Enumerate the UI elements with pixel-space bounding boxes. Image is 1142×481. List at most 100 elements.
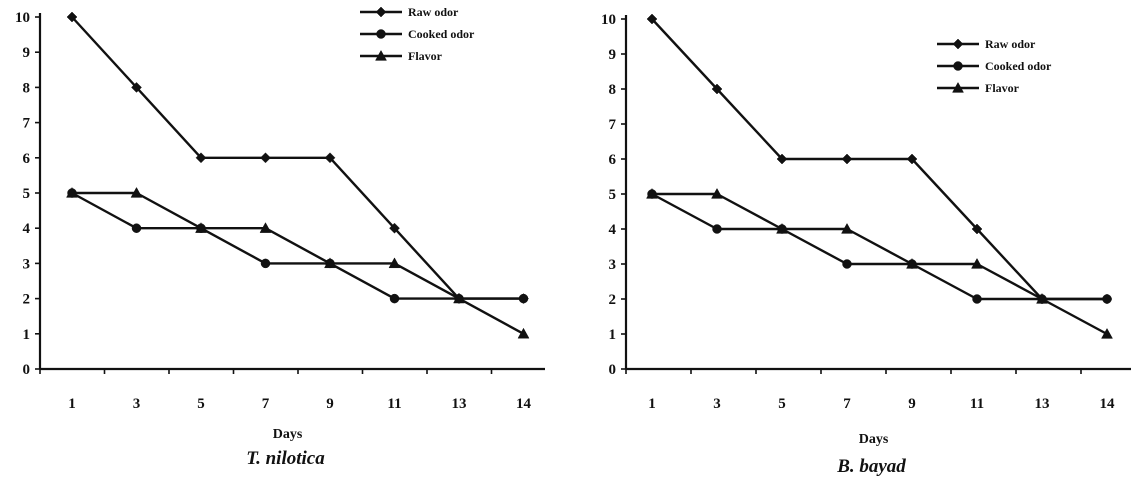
data-point	[646, 187, 658, 199]
y-tick-label: 0	[609, 362, 617, 378]
data-point	[842, 259, 852, 269]
y-tick-label: 1	[23, 327, 31, 343]
legend: Raw odor Cooked odor Flavor	[937, 37, 1052, 95]
data-point	[259, 222, 272, 233]
data-point	[906, 257, 918, 269]
data-point	[776, 153, 788, 165]
x-tick-label: 7	[843, 396, 851, 412]
legend-marker	[375, 6, 387, 18]
y-tick-label: 6	[23, 151, 31, 167]
x-tick-label: 13	[452, 396, 467, 412]
data-point	[131, 82, 142, 93]
series-flavor	[646, 187, 1113, 339]
data-point	[971, 257, 983, 269]
legend: Raw odor Cooked odor Flavor	[360, 5, 475, 63]
x-ticks: 1 3 5 7 9 11 13 14	[39, 369, 532, 412]
data-point	[131, 223, 142, 233]
series-line	[71, 16, 524, 300]
x-axis-label: Days	[859, 432, 889, 447]
y-tick-label: 5	[609, 187, 617, 203]
x-tick-label: 11	[970, 396, 984, 412]
data-point	[711, 187, 723, 199]
data-point	[1101, 327, 1113, 339]
data-point	[66, 11, 78, 23]
data-point	[1036, 292, 1048, 304]
y-tick-label: 3	[23, 256, 31, 272]
data-point	[260, 152, 271, 164]
series-line	[71, 191, 524, 300]
data-point	[518, 293, 529, 304]
data-point	[324, 257, 336, 269]
data-point	[389, 222, 400, 234]
y-tick-label: 10	[601, 12, 616, 28]
legend-marker	[375, 49, 387, 61]
data-point	[66, 186, 78, 198]
data-point	[841, 222, 853, 234]
legend-label: Flavor	[985, 81, 1020, 95]
y-tick-label: 7	[23, 116, 31, 132]
legend-label: Raw odor	[985, 37, 1036, 51]
x-tick-label: 13	[1035, 396, 1050, 412]
y-tick-label: 9	[23, 45, 31, 61]
chart-caption: T. nilotica	[246, 448, 325, 469]
data-point	[195, 222, 207, 233]
y-tick-label: 7	[609, 117, 617, 133]
x-tick-label: 14	[516, 396, 532, 412]
legend-item: Flavor	[360, 49, 443, 63]
x-tick-label: 9	[326, 396, 334, 412]
x-tick-label: 9	[908, 396, 916, 412]
legend-marker	[376, 29, 386, 39]
y-ticks: 0 1 2 3 4 5 6 7 8 9 10	[601, 12, 626, 378]
data-point	[972, 294, 982, 304]
legend-marker	[953, 61, 963, 71]
legend-marker	[952, 38, 964, 50]
legend-item: Cooked odor	[360, 27, 475, 41]
legend-label: Cooked odor	[985, 59, 1052, 73]
y-tick-label: 6	[609, 152, 617, 168]
y-tick-label: 2	[609, 292, 617, 308]
x-tick-label: 11	[387, 396, 401, 412]
data-point	[906, 153, 918, 165]
x-tick-label: 7	[262, 396, 270, 412]
series-flavor	[66, 186, 530, 339]
y-tick-label: 8	[609, 82, 617, 98]
legend-item: Flavor	[937, 81, 1020, 95]
legend-marker	[952, 81, 964, 93]
data-point	[711, 83, 723, 95]
data-point	[260, 258, 271, 269]
x-ticks: 1 3 5 7 9 11 13 14	[625, 369, 1116, 412]
series-raw-odor	[646, 13, 1113, 305]
data-point	[646, 13, 658, 25]
data-point	[130, 186, 143, 198]
x-tick-label: 14	[1100, 396, 1116, 412]
y-tick-label: 2	[23, 292, 31, 308]
data-point	[388, 257, 401, 269]
legend-item: Raw odor	[937, 37, 1036, 51]
series-line	[651, 192, 1107, 301]
data-point	[841, 153, 853, 165]
data-point	[776, 222, 788, 234]
y-tick-label: 5	[23, 186, 31, 202]
x-tick-label: 5	[778, 396, 786, 412]
x-tick-label: 1	[648, 396, 656, 412]
series-line	[652, 192, 1108, 336]
series-raw-odor	[66, 11, 529, 304]
data-point	[1102, 294, 1112, 304]
data-point	[195, 152, 207, 164]
data-point	[389, 293, 400, 304]
x-tick-label: 1	[68, 396, 76, 412]
legend-item: Raw odor	[360, 5, 459, 19]
legend-label: Flavor	[408, 49, 443, 63]
x-tick-label: 5	[197, 396, 205, 412]
series-line	[72, 191, 525, 335]
data-point	[324, 152, 336, 164]
legend-item: Cooked odor	[937, 59, 1052, 73]
y-ticks: 0 1 2 3 4 5 6 7 8 9 10	[15, 10, 40, 378]
y-tick-label: 3	[609, 257, 617, 273]
x-tick-label: 3	[133, 396, 141, 412]
y-tick-label: 8	[23, 80, 31, 96]
x-tick-label: 3	[713, 396, 721, 412]
